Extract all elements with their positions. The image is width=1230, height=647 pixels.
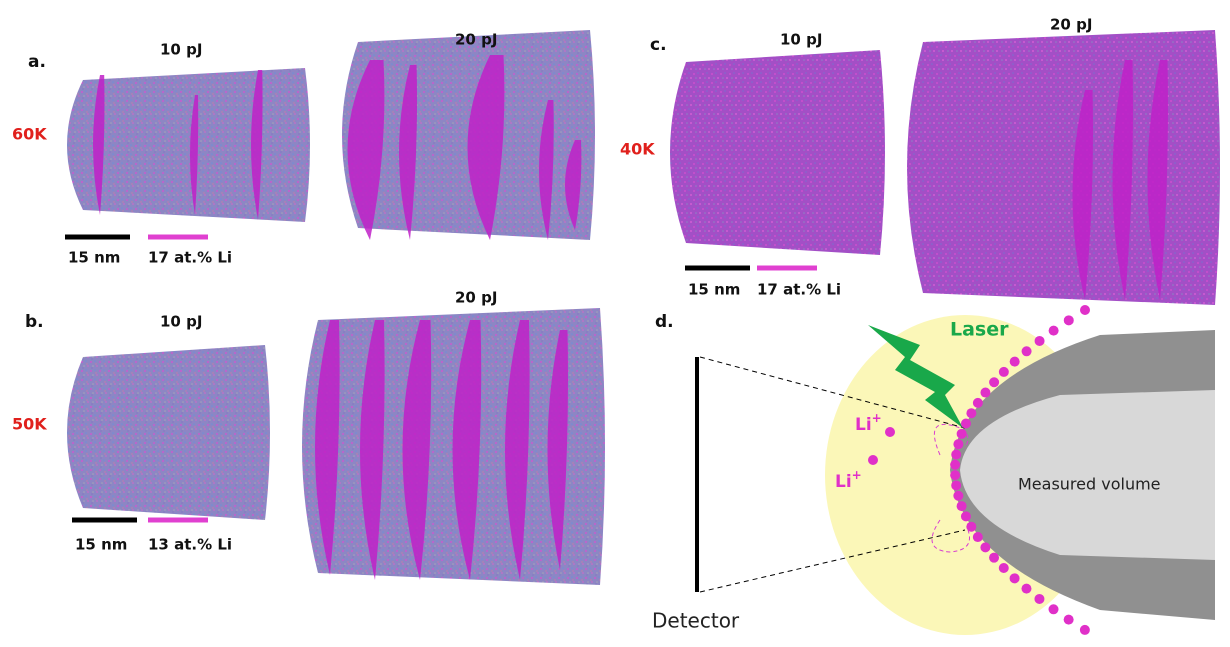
atom — [999, 563, 1009, 573]
atom — [1034, 594, 1044, 604]
energy-label: 10 pJ — [780, 31, 822, 49]
atom — [950, 470, 960, 480]
panel-label: c. — [650, 35, 667, 55]
atom — [951, 449, 961, 459]
atom — [953, 491, 963, 501]
atom — [951, 480, 961, 490]
ion-symbol: Li — [855, 415, 872, 435]
temperature-label: 50K — [12, 415, 47, 434]
atom — [957, 429, 967, 439]
energy-label: 10 pJ — [160, 41, 202, 59]
panel-label: d. — [655, 312, 674, 332]
atom — [973, 398, 983, 408]
volume-label: Measured volume — [1018, 475, 1161, 494]
atom — [1064, 315, 1074, 325]
energy-label: 20 pJ — [455, 31, 497, 49]
atom — [1080, 305, 1090, 315]
ion-symbol: Li — [835, 472, 852, 492]
concentration-label: 17 at.% Li — [148, 249, 232, 267]
concentration-label: 17 at.% Li — [757, 281, 841, 299]
atom — [1021, 584, 1031, 594]
panel-label: a. — [28, 52, 46, 72]
diagram-d — [697, 305, 1215, 635]
atom — [1035, 336, 1045, 346]
atom — [950, 460, 960, 470]
atom — [973, 532, 983, 542]
panel-label: b. — [25, 312, 44, 332]
reconstruction — [907, 30, 1220, 305]
energy-label: 20 pJ — [455, 289, 497, 307]
scale-label: 15 nm — [75, 536, 127, 554]
atom — [953, 439, 963, 449]
concentration-label: 13 at.% Li — [148, 536, 232, 554]
atom — [980, 542, 990, 552]
atom — [989, 553, 999, 563]
ion — [885, 427, 895, 437]
atom — [1010, 357, 1020, 367]
detector-label: Detector — [652, 609, 740, 633]
atom — [1064, 615, 1074, 625]
atom — [1080, 625, 1090, 635]
atom — [961, 419, 971, 429]
temperature-label: 40K — [620, 140, 655, 159]
atom — [1022, 346, 1032, 356]
atom — [1010, 573, 1020, 583]
atom — [989, 377, 999, 387]
atom — [1049, 326, 1059, 336]
energy-label: 20 pJ — [1050, 16, 1092, 34]
ion — [868, 455, 878, 465]
figure: a. 60K 10 pJ 20 pJ 15 nm 17 at.% Li b. 50K 10 pJ… — [0, 0, 1230, 647]
atom — [999, 367, 1009, 377]
atom — [957, 501, 967, 511]
scale-label: 15 nm — [68, 249, 120, 267]
atom — [980, 388, 990, 398]
atom — [966, 408, 976, 418]
temperature-label: 60K — [12, 125, 47, 144]
reconstruction — [67, 345, 270, 520]
atom — [966, 522, 976, 532]
energy-label: 10 pJ — [160, 313, 202, 331]
ion-charge: + — [872, 411, 882, 425]
laser-label: Laser — [950, 319, 1009, 341]
atom — [1049, 604, 1059, 614]
scale-label: 15 nm — [688, 281, 740, 299]
reconstruction — [670, 50, 885, 255]
ion-charge: + — [852, 468, 862, 482]
atom — [961, 511, 971, 521]
